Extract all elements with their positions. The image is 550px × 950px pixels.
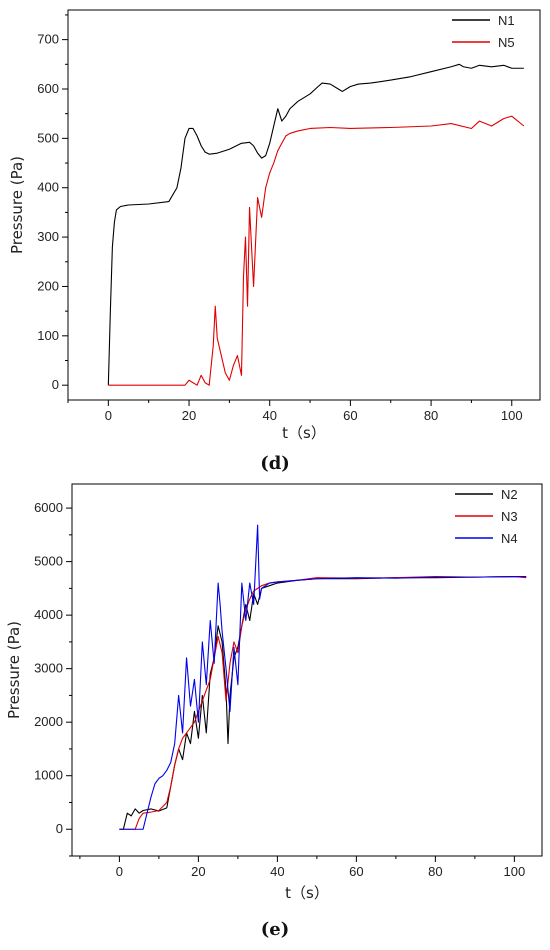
legend-label-n2: N2	[501, 487, 518, 502]
y-tick-label: 600	[37, 81, 59, 96]
x-tick-label: 20	[191, 864, 205, 879]
y-tick-label: 500	[37, 130, 59, 145]
series-lines	[119, 524, 527, 830]
y-tick-label: 1000	[34, 768, 63, 783]
y-tick-label: 0	[52, 377, 59, 392]
y-tick-label: 100	[37, 328, 59, 343]
x-tick-label: 40	[270, 864, 284, 879]
y-axis-ticks: 0 100 200 300 400 500 600 700	[37, 14, 68, 392]
x-tick-label: 40	[262, 408, 276, 423]
y-tick-label: 2000	[34, 714, 63, 729]
x-tick-label: 100	[504, 864, 526, 879]
series-line-n3	[119, 576, 527, 830]
series-line-n2	[119, 576, 527, 830]
y-axis-ticks: 0 1000 2000 3000 4000 5000 6000	[34, 500, 72, 857]
series-line-n4	[119, 524, 527, 830]
x-axis-label: t（s）	[282, 424, 326, 442]
series-lines	[107, 63, 525, 386]
x-tick-label: 60	[349, 864, 363, 879]
x-tick-label: 100	[501, 408, 523, 423]
x-tick-label: 80	[428, 864, 442, 879]
legend-label-n3: N3	[501, 509, 518, 524]
panel-label-d: (d)	[260, 453, 290, 474]
y-tick-label: 700	[37, 32, 59, 47]
y-tick-label: 6000	[34, 500, 63, 515]
y-tick-label: 400	[37, 180, 59, 195]
chart-panel-e: 0 20 40 60 80 100 0 1000 2000 3000 4000 5000 6000 N…	[5, 483, 543, 940]
series-line-n5	[108, 115, 525, 386]
y-tick-label: 0	[56, 821, 63, 836]
x-axis-label: t（s）	[285, 884, 329, 902]
y-axis-label: Pressure (Pa)	[8, 156, 26, 254]
series-line-n1	[107, 63, 524, 386]
y-tick-label: 300	[37, 229, 59, 244]
plot-frame	[71, 483, 543, 857]
x-tick-label: 0	[105, 408, 112, 423]
x-tick-label: 80	[424, 408, 438, 423]
y-axis-label: Pressure (Pa)	[5, 621, 23, 719]
x-axis-ticks: 0 20 40 60 80 100	[79, 856, 526, 879]
y-tick-label: 3000	[34, 661, 63, 676]
legend-label-n5: N5	[498, 35, 515, 50]
plot-frame	[67, 9, 541, 401]
panel-label-e: (e)	[261, 919, 290, 940]
legend-label-n4: N4	[501, 531, 518, 546]
y-tick-label: 4000	[34, 607, 63, 622]
x-tick-label: 60	[343, 408, 357, 423]
x-tick-label: 20	[182, 408, 196, 423]
y-tick-label: 5000	[34, 554, 63, 569]
y-tick-label: 200	[37, 278, 59, 293]
legend-label-n1: N1	[498, 13, 515, 28]
legend: N2 N3 N4	[455, 487, 518, 546]
x-axis-ticks: 0 20 40 60 80 100	[67, 400, 523, 423]
x-tick-label: 0	[116, 864, 123, 879]
